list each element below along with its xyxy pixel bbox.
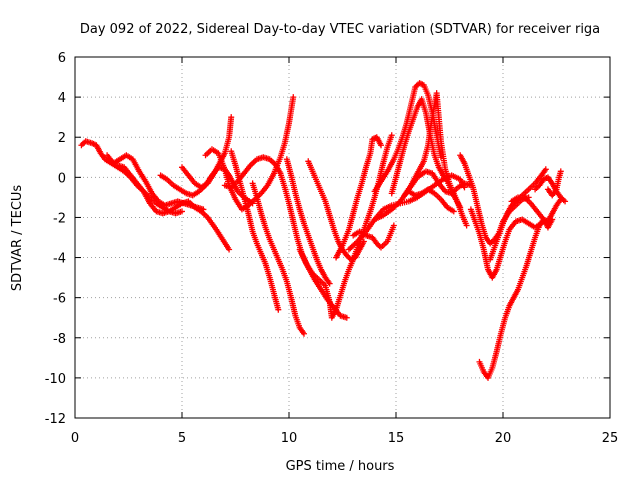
grid-lines <box>75 57 610 418</box>
series-track-3 <box>114 162 233 253</box>
data-point-marker <box>226 246 233 253</box>
x-tick-label: 0 <box>71 431 79 446</box>
data-point-marker <box>275 306 282 313</box>
data-point-marker <box>228 114 235 121</box>
y-tick-label: -4 <box>53 252 66 267</box>
y-tick-label: 6 <box>58 51 66 66</box>
plot-frame <box>74 56 611 419</box>
data-point-marker <box>300 330 307 337</box>
series-track-22 <box>467 206 545 281</box>
data-point-marker <box>179 208 185 215</box>
series-track-5 <box>179 114 235 191</box>
y-tick-label: 0 <box>58 171 66 186</box>
data-point-marker <box>388 132 395 139</box>
axis-ticks <box>74 56 611 419</box>
series-track-12 <box>296 132 395 321</box>
y-tick-label: 2 <box>58 131 66 146</box>
series-track-19 <box>401 90 470 229</box>
x-tick-label: 15 <box>388 431 405 446</box>
data-point-marker <box>549 216 556 223</box>
data-point-marker <box>378 142 385 149</box>
chart-title: Day 092 of 2022, Sidereal Day-to-day VTE… <box>80 22 600 37</box>
y-tick-label: -6 <box>53 292 66 307</box>
x-tick-labels: 0 5 10 15 20 25 <box>71 431 618 446</box>
x-tick-label: 5 <box>178 431 186 446</box>
y-tick-labels: -12 -10 -8 -6 -4 -2 0 2 4 6 <box>45 51 66 427</box>
data-point-marker <box>557 168 564 175</box>
data-point-marker <box>390 222 397 229</box>
y-tick-label: -10 <box>45 372 66 387</box>
data-point-marker <box>562 198 569 205</box>
x-tick-label: 10 <box>281 431 298 446</box>
y-axis-label: SDTVAR / TECUs <box>10 185 25 292</box>
series-track-14 <box>350 222 397 251</box>
y-tick-label: -12 <box>45 412 66 427</box>
series-track-20 <box>405 186 457 215</box>
series-track-25 <box>508 194 556 231</box>
y-tick-label: 4 <box>58 91 66 106</box>
x-axis-label: GPS time / hours <box>286 459 395 474</box>
y-tick-label: -2 <box>53 211 66 226</box>
series-track-9 <box>249 180 307 337</box>
series-track-27 <box>544 168 564 199</box>
data-point-marker <box>463 222 470 229</box>
data-point-marker <box>326 280 333 287</box>
series-track-10 <box>283 156 333 287</box>
y-tick-label: -8 <box>53 332 66 347</box>
series-track-8 <box>228 148 282 313</box>
data-point-marker <box>343 314 350 321</box>
data-points <box>78 80 569 381</box>
data-point-marker <box>542 166 549 173</box>
x-tick-label: 25 <box>602 431 619 446</box>
data-point-marker <box>450 208 457 215</box>
x-tick-label: 20 <box>495 431 512 446</box>
series-track-6 <box>202 94 297 213</box>
series-track-13 <box>333 134 385 261</box>
data-point-marker <box>290 94 297 101</box>
series-track-23 <box>476 196 564 381</box>
series-track-11 <box>305 158 367 263</box>
